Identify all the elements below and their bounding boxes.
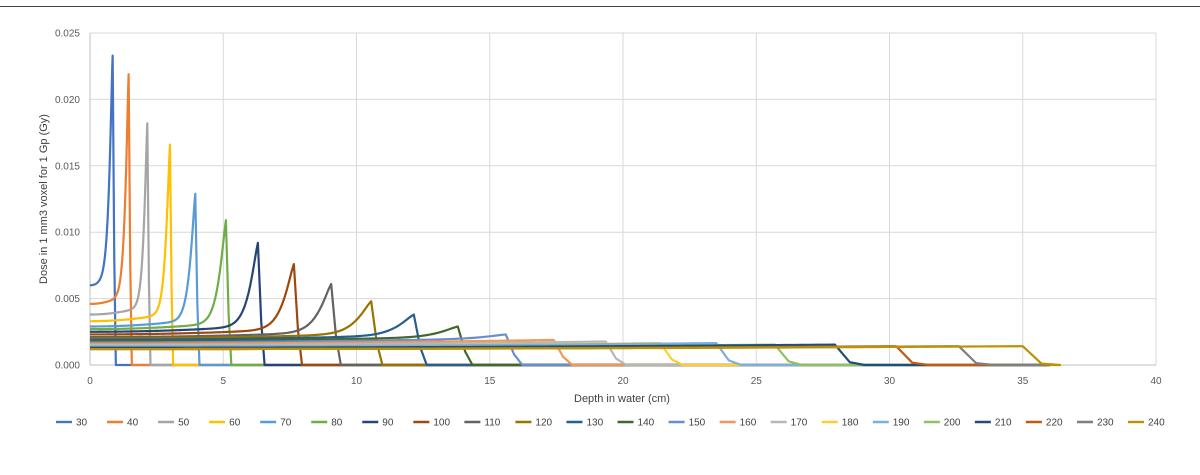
series-line-150 [90, 333, 1050, 367]
legend-label-230: 230 [1097, 418, 1114, 429]
y-tick-label: 0.000 [55, 361, 80, 372]
legend-label-190: 190 [893, 418, 910, 429]
legend-label-70: 70 [280, 418, 292, 429]
series-line-40 [89, 73, 1050, 367]
legend-label-120: 120 [535, 418, 552, 429]
series-line-70 [90, 192, 1050, 367]
series-line-110 [90, 282, 1050, 367]
legend-label-210: 210 [995, 418, 1012, 429]
series-line-120 [90, 300, 1050, 367]
legend-label-40: 40 [127, 418, 139, 429]
series-line-210 [90, 343, 1050, 367]
legend-label-60: 60 [229, 418, 241, 429]
x-tick-label: 30 [884, 376, 896, 387]
legend-label-80: 80 [331, 418, 343, 429]
legend-label-240: 240 [1148, 418, 1165, 429]
legend-label-220: 220 [1046, 418, 1063, 429]
legend-label-180: 180 [842, 418, 859, 429]
series-line-170 [90, 340, 1050, 367]
legend-label-200: 200 [944, 418, 961, 429]
legend-label-170: 170 [791, 418, 808, 429]
legend: 30 40 50 60 70 80 90 100 110 120 130 140 150 160 170 18… [56, 418, 1165, 429]
legend-label-50: 50 [178, 418, 190, 429]
gridlines [90, 32, 1157, 365]
series-lines [89, 54, 1062, 367]
legend-label-150: 150 [689, 418, 706, 429]
series-line-90 [90, 241, 1050, 367]
x-tick-label: 35 [1017, 376, 1029, 387]
legend-label-140: 140 [638, 418, 655, 429]
y-tick-label: 0.005 [55, 294, 80, 305]
legend-label-100: 100 [433, 418, 450, 429]
tick-labels: 0 5 10 15 20 25 30 35 40 0.000 0.005 0.010 0.015 0.02… [55, 29, 1162, 388]
legend-label-160: 160 [740, 418, 757, 429]
x-tick-label: 15 [484, 376, 496, 387]
legend-label-130: 130 [586, 418, 603, 429]
series-line-130 [90, 313, 1050, 367]
x-tick-label: 10 [351, 376, 363, 387]
legend-label-30: 30 [76, 418, 88, 429]
series-line-30 [89, 54, 1050, 367]
y-axis-title: Dose in 1 mm3 voxel for 1 Gp (Gy) [38, 114, 50, 284]
legend-label-110: 110 [484, 418, 500, 429]
series-line-60 [89, 143, 1050, 367]
series-line-50 [89, 122, 1050, 367]
y-tick-label: 0.015 [55, 161, 80, 172]
legend-label-90: 90 [382, 418, 394, 429]
series-line-140 [90, 325, 1050, 367]
x-tick-label: 20 [617, 376, 629, 387]
y-tick-label: 0.025 [55, 29, 80, 40]
x-tick-label: 25 [751, 376, 763, 387]
series-line-160 [90, 338, 1050, 367]
y-tick-label: 0.010 [55, 228, 80, 239]
x-tick-label: 0 [87, 376, 93, 387]
series-line-80 [90, 219, 1050, 367]
x-tick-label: 40 [1150, 376, 1162, 387]
series-line-190 [90, 341, 1050, 367]
x-axis-title: Depth in water (cm) [574, 393, 670, 405]
x-tick-label: 5 [220, 376, 226, 387]
series-line-240 [90, 345, 1062, 367]
series-line-100 [90, 262, 1050, 367]
y-tick-label: 0.020 [55, 95, 80, 106]
